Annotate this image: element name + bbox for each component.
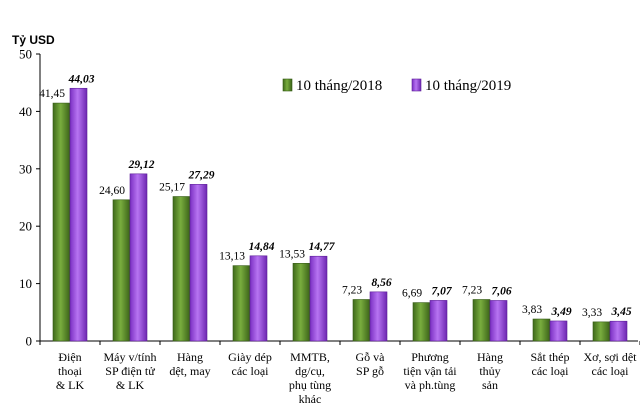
category-label: thoại xyxy=(58,364,83,378)
bar-2018 xyxy=(232,265,251,342)
data-label-2018: 7,23 xyxy=(462,284,482,296)
legend-label-2018: 10 tháng/2018 xyxy=(296,78,382,94)
bar-2018 xyxy=(532,318,551,342)
data-label-2019: 3,45 xyxy=(610,306,631,318)
category-label: SP điện tử xyxy=(105,364,155,378)
data-label-2019: 14,77 xyxy=(309,241,336,253)
category-label: phụ tùng xyxy=(289,378,331,392)
data-label-2019: 27,29 xyxy=(188,169,215,181)
bar-2019 xyxy=(249,255,268,342)
bar-2019 xyxy=(489,300,508,342)
category-label: khác xyxy=(299,392,322,406)
category-label: tiện vận tải xyxy=(403,364,457,378)
category-label: MMTB, xyxy=(290,350,330,364)
bar-2018 xyxy=(172,196,191,342)
bar-2018 xyxy=(592,321,611,342)
bar-2019 xyxy=(609,320,628,342)
category-label: các loại xyxy=(532,364,570,378)
y-tick-label: 0 xyxy=(26,334,33,349)
data-label-2019: 29,12 xyxy=(128,159,155,171)
legend-label-2019: 10 tháng/2019 xyxy=(425,78,511,94)
data-label-2019: 8,56 xyxy=(371,277,391,289)
category-label: Máy v/tính xyxy=(104,350,157,364)
bar-2018 xyxy=(472,299,491,342)
y-tick-label: 10 xyxy=(19,276,32,291)
bar-2019 xyxy=(309,255,328,342)
category-label: sản xyxy=(482,378,498,392)
category-label: Hàng xyxy=(477,350,503,364)
data-label-2019: 7,06 xyxy=(491,285,511,297)
category-label: và ph.tùng xyxy=(405,378,456,392)
bar-2019 xyxy=(129,173,148,342)
category-label: dệt, may xyxy=(169,364,210,378)
y-tick-label: 50 xyxy=(19,47,32,62)
data-label-2018: 6,69 xyxy=(402,288,422,300)
y-tick-label: 20 xyxy=(19,219,32,234)
data-label-2018: 24,60 xyxy=(99,185,125,197)
bar-2018 xyxy=(112,199,131,342)
bar-2018 xyxy=(352,299,371,342)
category-label: Xơ, sợi dệt xyxy=(583,350,637,364)
bar-2018 xyxy=(412,302,431,342)
legend-swatch-2018 xyxy=(282,78,293,92)
category-label: các loại xyxy=(232,364,270,378)
data-label-2018: 7,23 xyxy=(342,284,362,296)
bar-2019 xyxy=(69,87,88,342)
bar-2019 xyxy=(549,320,568,342)
category-label: Hàng xyxy=(177,350,203,364)
category-label: Phương xyxy=(411,350,449,364)
data-label-2018: 25,17 xyxy=(159,182,185,194)
category-label: thủy xyxy=(479,364,500,378)
category-label: Gỗ và xyxy=(356,350,386,364)
category-label: SP gỗ xyxy=(356,364,384,378)
y-tick-label: 30 xyxy=(19,161,32,176)
category-label: Sắt thép xyxy=(531,350,570,364)
bar-2019 xyxy=(429,300,448,342)
category-label: các loại xyxy=(592,364,630,378)
category-label: dg/cụ, xyxy=(295,364,325,378)
data-label-2018: 41,45 xyxy=(39,88,65,100)
category-label: Điện xyxy=(58,350,81,364)
y-tick-label: 40 xyxy=(19,104,32,119)
category-label: & LK xyxy=(56,378,85,392)
bar-2019 xyxy=(369,291,388,342)
bar-2018 xyxy=(292,263,311,342)
data-label-2018: 3,83 xyxy=(522,304,542,316)
data-label-2018: 3,33 xyxy=(582,307,602,319)
bar-2018 xyxy=(52,102,71,342)
data-label-2019: 7,07 xyxy=(431,285,452,297)
category-label: & LK xyxy=(116,378,145,392)
data-label-2019: 44,03 xyxy=(68,73,95,85)
bar-2019 xyxy=(189,184,208,342)
data-label-2019: 3,49 xyxy=(550,306,571,318)
data-label-2019: 14,84 xyxy=(249,241,275,253)
category-label: Giày dép xyxy=(228,350,272,364)
y-axis-title: Tỷ USD xyxy=(12,33,55,47)
legend-swatch-2019 xyxy=(411,78,422,92)
data-label-2018: 13,53 xyxy=(279,248,305,260)
data-label-2018: 13,13 xyxy=(219,251,245,263)
